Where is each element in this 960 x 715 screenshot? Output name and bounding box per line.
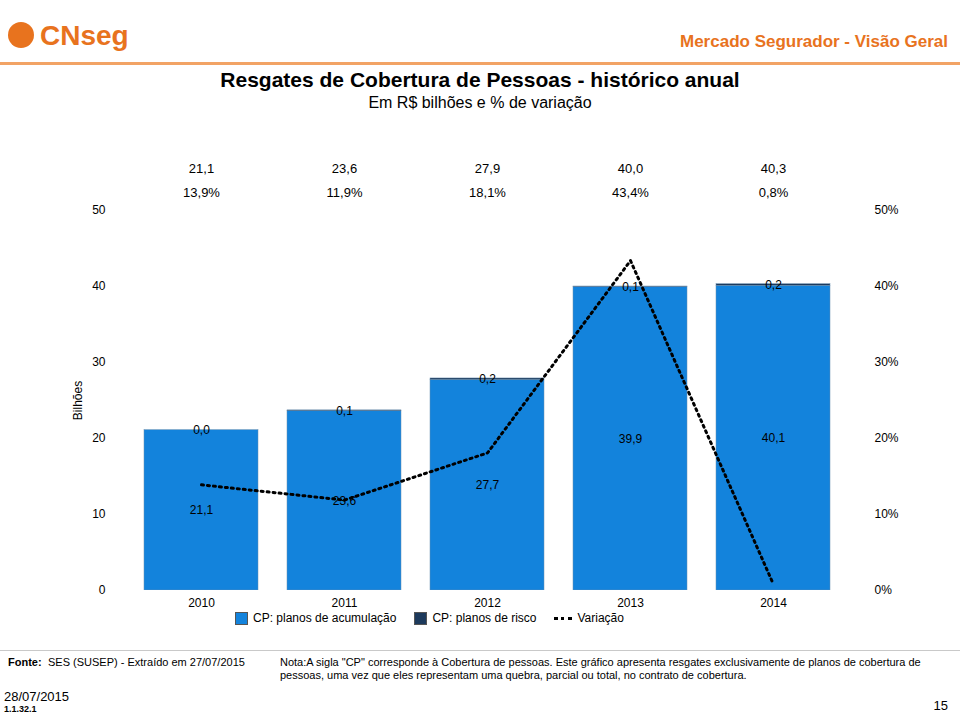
svg-text:13,9%: 13,9% (183, 185, 220, 200)
svg-text:2010: 2010 (188, 596, 215, 610)
svg-text:10%: 10% (875, 507, 899, 521)
svg-text:10: 10 (92, 507, 106, 521)
html-text:Resgates de Cobertura de Pesso: Resgates de Cobertura de Pessoas - histó… (220, 68, 740, 91)
svg-text:0,1: 0,1 (622, 280, 639, 294)
svg-text:0,2: 0,2 (765, 278, 782, 292)
svg-text:20: 20 (92, 431, 106, 445)
svg-text:0,0: 0,0 (193, 423, 210, 437)
svg-text:23,6: 23,6 (332, 161, 357, 176)
html-text:Mercado Segurador - Visão Gera: Mercado Segurador - Visão Geral (680, 32, 948, 51)
svg-text:40%: 40% (875, 279, 899, 293)
svg-text:0%: 0% (875, 583, 893, 597)
svg-text:23,6: 23,6 (332, 493, 357, 508)
svg-text:20%: 20% (875, 431, 899, 445)
svg-text:11,9%: 11,9% (327, 185, 363, 200)
svg-text:40,0: 40,0 (618, 161, 643, 176)
svg-text:2011: 2011 (332, 596, 358, 610)
html-text:28/07/2015: 28/07/2015 (4, 689, 70, 704)
svg-text:27,7: 27,7 (476, 478, 500, 492)
svg-text:40,1: 40,1 (762, 431, 786, 445)
svg-text:27,9: 27,9 (475, 161, 500, 176)
html-text:Nota:A sigla "CP" corresponde: Nota:A sigla "CP" corresponde à Cobertur… (280, 656, 921, 681)
svg-text:0: 0 (99, 583, 106, 597)
svg-text:40,3: 40,3 (761, 161, 786, 176)
svg-text:0,1: 0,1 (336, 404, 353, 418)
svg-text:50%: 50% (875, 203, 899, 217)
svg-text:Bilhões: Bilhões (71, 381, 85, 420)
svg-text:50: 50 (92, 203, 106, 217)
svg-text:40: 40 (92, 279, 106, 293)
svg-text:2013: 2013 (617, 596, 644, 610)
svg-text:21,1: 21,1 (189, 161, 214, 176)
html-text:Variação: Variação (577, 611, 624, 625)
svg-text:30: 30 (92, 355, 106, 369)
html-text:1.1.32.1: 1.1.32.1 (4, 704, 37, 714)
html-text:CP: planos de acumulação: CP: planos de acumulação (253, 611, 397, 625)
svg-text:2012: 2012 (474, 596, 501, 610)
svg-text:18,1%: 18,1% (469, 185, 506, 200)
html-text:15: 15 (933, 698, 948, 713)
svg-text:39,9: 39,9 (619, 432, 643, 446)
svg-text:30%: 30% (875, 355, 899, 369)
html-text:CP: planos de risco: CP: planos de risco (432, 611, 537, 625)
html-text:Fonte:: Fonte: (8, 656, 42, 668)
svg-text:0,2: 0,2 (479, 372, 496, 386)
html-text:Em R$ bilhões e % de variação: Em R$ bilhões e % de variação (368, 94, 592, 111)
svg-text:43,4%: 43,4% (612, 185, 649, 200)
svg-text:21,1: 21,1 (190, 503, 214, 517)
svg-text:2014: 2014 (760, 596, 787, 610)
html-text:SES (SUSEP) - Extraído em 27/0: SES (SUSEP) - Extraído em 27/07/2015 (48, 656, 245, 668)
svg-text:0,8%: 0,8% (759, 185, 789, 200)
html-text:CNseg: CNseg (40, 20, 129, 51)
